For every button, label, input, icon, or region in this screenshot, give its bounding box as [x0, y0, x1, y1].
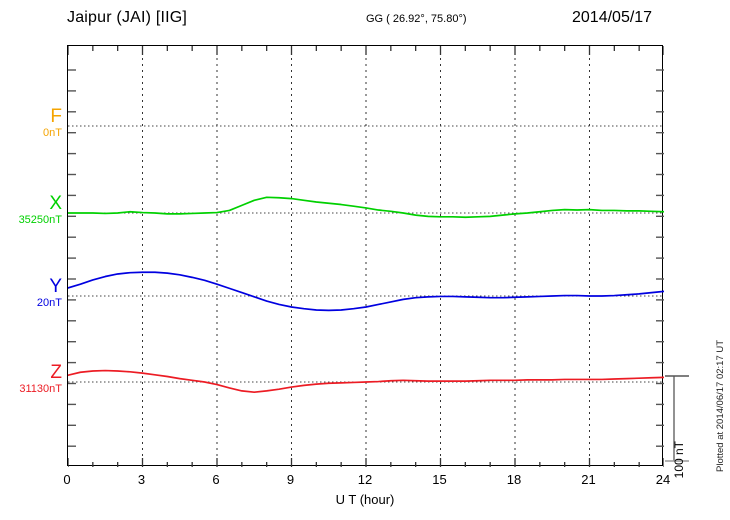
x-tick-label: 9: [286, 472, 295, 487]
trace-z: [68, 369, 664, 394]
component-label-f: F 0nT: [0, 107, 62, 139]
geographic-coordinates: GG ( 26.92°, 75.80°): [366, 13, 467, 25]
x-tick-label: 24: [655, 472, 671, 487]
plot-canvas: [68, 46, 664, 467]
plot-area: [67, 45, 664, 467]
component-label-x: X 35250nT: [0, 194, 62, 226]
component-symbol-z: Z: [50, 362, 62, 383]
trace-y: [68, 271, 664, 312]
scale-bar: [665, 375, 689, 462]
x-tick-label: 15: [432, 472, 447, 487]
x-tick-label: 3: [137, 472, 146, 487]
component-symbol-x: X: [49, 193, 62, 214]
component-baseline-z: 31130nT: [19, 383, 62, 395]
scale-bar-label: 100 nT: [672, 440, 686, 478]
trace-x: [68, 196, 664, 219]
x-axis-title: U T (hour): [335, 492, 395, 507]
x-tick-label: 12: [357, 472, 373, 487]
component-symbol-f: F: [50, 106, 62, 127]
component-baseline-x: 35250nT: [18, 214, 62, 226]
component-label-z: Z 31130nT: [0, 363, 62, 395]
x-tick-label: 18: [506, 472, 522, 487]
component-label-y: Y 20nT: [0, 277, 62, 309]
station-title: Jaipur (JAI) [IIG]: [67, 9, 188, 26]
observation-date: 2014/05/17: [572, 9, 653, 26]
plotted-timestamp: Plotted at 2014/06/17 02:17 UT: [715, 339, 726, 472]
x-tick-label: 0: [63, 472, 71, 487]
component-symbol-y: Y: [49, 276, 62, 297]
x-tick-label: 6: [212, 472, 220, 487]
x-tick-label: 21: [581, 472, 596, 487]
component-baseline-f: 0nT: [43, 127, 62, 139]
component-baseline-y: 20nT: [36, 297, 62, 309]
